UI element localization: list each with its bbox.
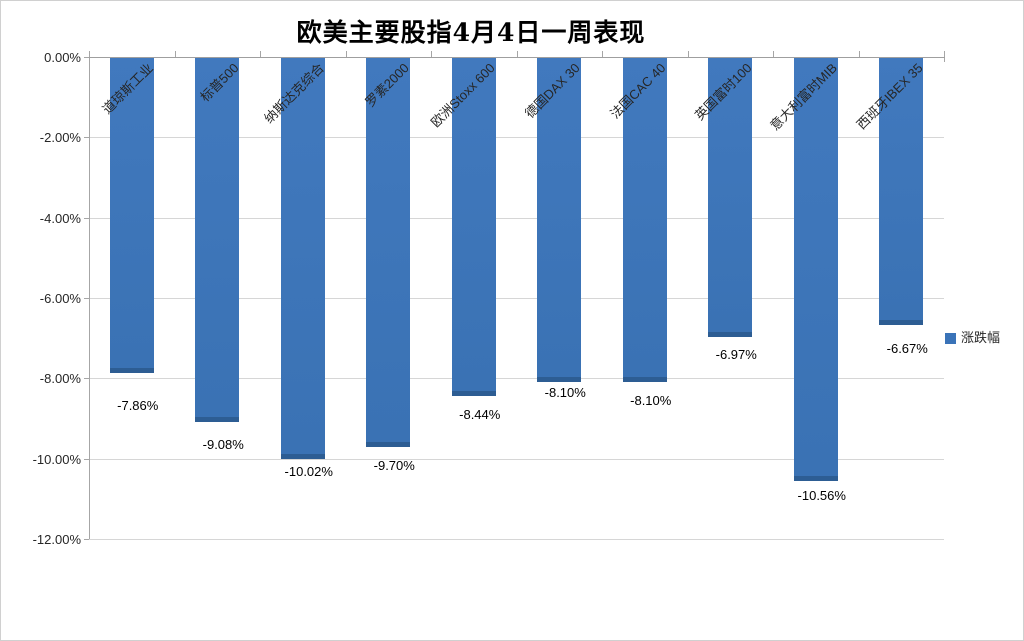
bar-8: [793, 57, 838, 482]
data-label: -9.70%: [373, 457, 415, 473]
category-axis-tick-mark: [516, 51, 518, 57]
y-axis-tick-label: -4.00%: [39, 210, 81, 226]
category-axis-tick-mark: [773, 51, 774, 57]
y-axis-line: [89, 57, 90, 539]
bar-5: [537, 57, 582, 383]
legend: 涨跌幅: [945, 331, 1000, 345]
category-axis-tick-mark: [602, 51, 603, 57]
bar-9: [879, 57, 924, 325]
bar-3: [366, 57, 411, 447]
category-axis-tick-mark: [174, 51, 176, 57]
y-axis-tick-label: -2.00%: [39, 130, 81, 146]
data-label: -6.97%: [715, 346, 757, 362]
category-axis-tick-mark: [858, 51, 860, 57]
category-axis-tick-mark: [431, 51, 432, 57]
legend-label: 涨跌幅: [961, 330, 1001, 345]
y-axis-tick-label: -8.00%: [39, 371, 81, 387]
data-label: -8.10%: [630, 393, 672, 409]
category-axis-line: [89, 57, 945, 58]
bar-4: [451, 57, 496, 396]
category-axis-tick-mark: [260, 51, 261, 57]
data-label: -8.44%: [459, 407, 501, 422]
gridline: [89, 378, 944, 380]
data-label: -6.67%: [886, 340, 928, 356]
y-axis-tick-mark: [84, 137, 89, 139]
y-axis-tick-mark: [84, 539, 89, 540]
chart-title: 欧美主要股指4月4日一周表现: [296, 18, 646, 47]
data-label: -8.10%: [544, 385, 586, 401]
bar-7: [708, 57, 753, 337]
category-axis-tick-mark: [345, 51, 347, 57]
y-axis-tick-mark: [84, 298, 89, 299]
y-axis-tick-mark: [84, 217, 89, 219]
y-axis-tick-label: -6.00%: [39, 291, 81, 306]
gridline: [89, 137, 944, 139]
y-axis-tick-label: 0.00%: [44, 50, 81, 65]
data-label: -10.02%: [284, 464, 333, 480]
bar-2: [280, 57, 325, 460]
data-label: -9.08%: [202, 436, 244, 452]
gridline: [89, 298, 944, 299]
data-label: -10.56%: [797, 488, 846, 504]
y-axis-tick-mark: [84, 458, 89, 460]
category-axis-tick-mark: [89, 51, 90, 57]
y-axis-tick-label: -12.00%: [32, 532, 81, 547]
y-axis-tick-label: -10.00%: [32, 451, 81, 467]
gridline: [89, 217, 944, 219]
category-axis-tick-mark: [944, 51, 945, 62]
y-axis-tick-mark: [84, 378, 89, 380]
bar-0: [109, 57, 154, 373]
gridline: [89, 539, 944, 540]
y-axis-tick-mark: [84, 57, 89, 58]
bar-1: [195, 57, 240, 422]
gridline: [89, 458, 944, 460]
legend-swatch-icon: [945, 332, 956, 344]
category-axis-tick-mark: [687, 51, 689, 57]
data-label: -7.86%: [117, 397, 159, 413]
bar-6: [622, 57, 667, 383]
